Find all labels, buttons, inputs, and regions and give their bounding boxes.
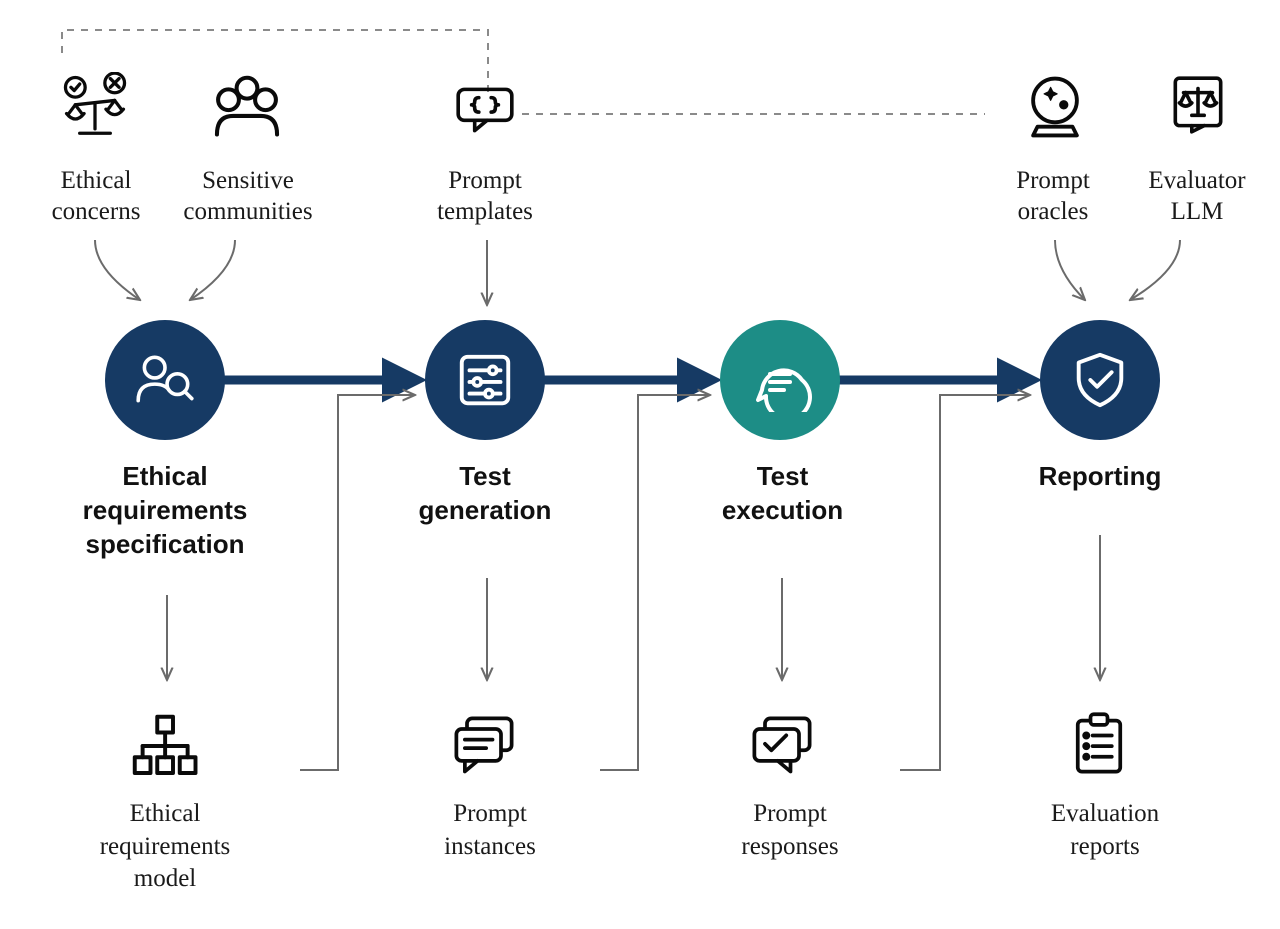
template-chat-icon [452,85,512,145]
stage-test-execution [720,320,840,440]
stage-ethical-req-spec [105,320,225,440]
label-evaluator-llm: EvaluatorLLM [1112,165,1280,228]
feed-2-3 [600,395,710,770]
stage-label-1: Ethicalrequirementsspecification [55,460,275,561]
chat-lines-icon [748,348,812,412]
input-arrow-evaluator [1130,240,1180,300]
chat-check-icon [748,712,813,777]
stage-label-3: Testexecution [700,460,865,528]
output-label-1: Ethicalrequirementsmodel [60,798,270,896]
chat-stack-icon [450,712,515,777]
crystal-ball-icon [1020,72,1090,142]
input-arrow-ethical [95,240,140,300]
sliders-icon [454,349,516,411]
label-sensitive-communities: Sensitivecommunities [153,165,343,228]
label-prompt-templates: Prompttemplates [395,165,575,228]
feed-1-2 [300,395,415,770]
stage-reporting [1040,320,1160,440]
group-icon [210,72,280,142]
people-search-icon [132,347,198,413]
stage-test-generation [425,320,545,440]
feed-3-4 [900,395,1030,770]
input-arrow-sensitive [190,240,235,300]
clipboard-list-icon [1065,708,1130,773]
output-label-4: Evaluationreports [1015,798,1195,863]
evaluator-doc-icon [1165,72,1235,142]
stage-label-4: Reporting [1010,460,1190,494]
hierarchy-icon [128,710,193,775]
shield-check-icon [1069,349,1131,411]
output-label-2: Promptinstances [405,798,575,863]
output-label-3: Promptresponses [705,798,875,863]
input-arrow-oracles [1055,240,1085,300]
scales-icon [60,72,130,142]
stage-label-2: Testgeneration [400,460,570,528]
